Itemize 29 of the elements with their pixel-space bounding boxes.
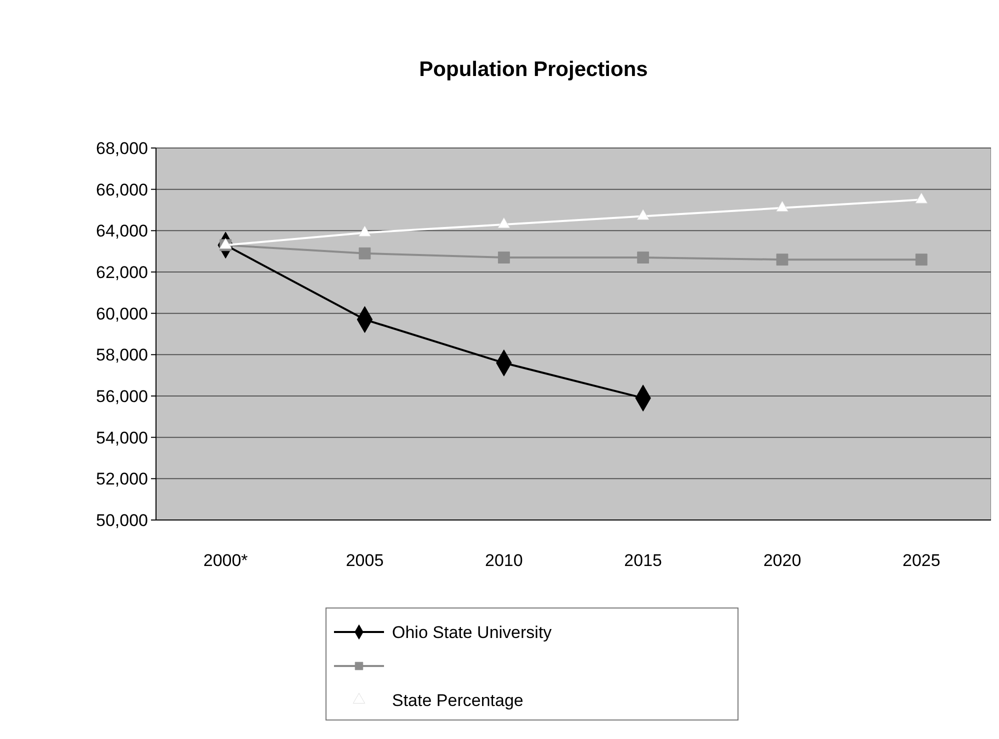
point bbox=[636, 209, 650, 220]
x-tick-label: 2020 bbox=[763, 551, 802, 570]
x-tick-label: 2005 bbox=[346, 551, 384, 570]
y-tick-label: 56,000 bbox=[96, 386, 148, 406]
point bbox=[358, 247, 371, 260]
y-tick-label: 62,000 bbox=[96, 262, 148, 282]
x-tick-label: 2025 bbox=[902, 551, 940, 570]
x-tick-label: 2010 bbox=[485, 551, 523, 570]
y-tick-label: 58,000 bbox=[96, 346, 148, 365]
point bbox=[776, 200, 788, 212]
legend-label: State Percentage bbox=[392, 690, 524, 710]
point bbox=[637, 252, 650, 264]
y-tick-label: 54,000 bbox=[96, 428, 148, 448]
x-tick-label: 2015 bbox=[624, 551, 662, 570]
point bbox=[915, 192, 928, 204]
point bbox=[915, 254, 928, 266]
y-tick-label: 50,000 bbox=[96, 510, 148, 530]
y-tick-label: 64,000 bbox=[96, 222, 148, 241]
y-tick-label: 68,000 bbox=[96, 138, 148, 158]
point bbox=[498, 252, 510, 264]
point bbox=[358, 226, 371, 236]
point bbox=[498, 217, 510, 228]
point bbox=[776, 254, 788, 266]
legend-label: Ohio State University bbox=[392, 622, 552, 642]
x-tick-label: 2000* bbox=[203, 551, 248, 570]
y-tick-label: 60,000 bbox=[96, 304, 148, 324]
chart-title: Population Projections bbox=[419, 58, 648, 81]
y-tick-label: 66,000 bbox=[96, 180, 148, 200]
y-tick-label: 52,000 bbox=[96, 470, 148, 489]
